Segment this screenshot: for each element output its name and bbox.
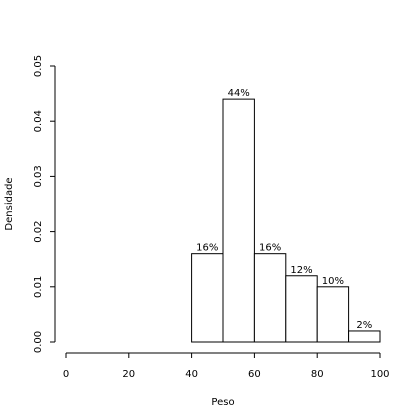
bar — [285, 275, 318, 343]
y-tick-label: 0.02 — [33, 220, 44, 242]
bars-group — [191, 98, 381, 343]
y-tick-label: 0.03 — [33, 165, 44, 187]
bar-data-label: 44% — [228, 88, 250, 99]
y-axis-label: Densidade — [4, 177, 15, 230]
x-tick-label: 80 — [311, 369, 324, 380]
x-tick-label: 40 — [185, 369, 198, 380]
x-tick-label: 20 — [122, 369, 135, 380]
bar — [316, 286, 350, 343]
data-labels-group: 16% 44% 16% 12% 10% 2% — [196, 88, 372, 331]
bar-data-label: 16% — [259, 243, 281, 254]
y-tick-label: 0.04 — [33, 110, 44, 132]
x-axis-ticks: 0 20 40 60 80 100 — [63, 353, 390, 380]
bar — [222, 98, 255, 343]
y-tick-label: 0.01 — [33, 276, 44, 298]
bar-data-label: 12% — [290, 265, 312, 276]
bar-data-label: 2% — [356, 320, 372, 331]
bar-data-label: 16% — [196, 243, 218, 254]
bar-data-label: 10% — [322, 276, 344, 287]
x-tick-label: 60 — [248, 369, 261, 380]
bar — [253, 253, 287, 343]
y-tick-label: 0.05 — [33, 55, 44, 77]
y-tick-label: 0.00 — [33, 331, 44, 353]
x-tick-label: 100 — [370, 369, 389, 380]
x-axis-label: Peso — [211, 397, 234, 408]
bar — [191, 253, 224, 343]
x-tick-label: 0 — [63, 369, 69, 380]
bar — [348, 330, 381, 343]
y-axis-ticks: 0.00 0.01 0.02 0.03 0.04 0.05 — [33, 55, 55, 353]
